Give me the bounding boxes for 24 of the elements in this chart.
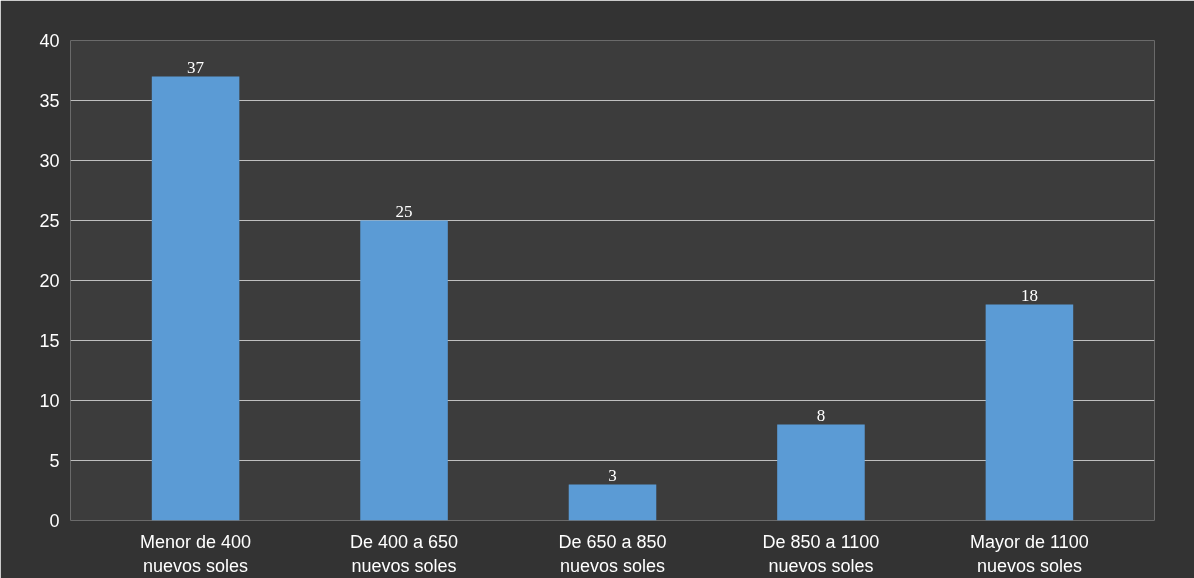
bar: [151, 76, 240, 521]
data-label: 25: [395, 201, 413, 221]
x-tick-label: De 650 a 850 nuevos soles: [558, 531, 667, 576]
x-tick-label: De 850 a 1100 nuevos soles: [762, 531, 880, 576]
y-tick-label: 10: [39, 391, 60, 411]
bar: [777, 424, 865, 521]
y-tick-label: 5: [49, 451, 60, 471]
data-label: 3: [608, 465, 617, 485]
y-tick-label: 35: [39, 91, 60, 111]
y-tick-label: 25: [39, 211, 60, 231]
data-label: 18: [1020, 285, 1038, 305]
x-tick-label: De 400 a 650 nuevos soles: [349, 531, 459, 576]
x-tick-label: Menor de 400 nuevos soles: [140, 531, 252, 576]
y-tick-label: 30: [39, 151, 60, 171]
x-tick-label: Mayor de 1100 nuevos soles: [970, 531, 1089, 576]
bar: [985, 304, 1074, 521]
data-label: 8: [816, 405, 826, 425]
data-label: 37: [187, 57, 205, 77]
bar: [568, 484, 657, 521]
y-tick-label: 0: [49, 511, 60, 531]
y-tick-label: 40: [39, 31, 60, 51]
y-tick-label: 15: [39, 331, 60, 351]
bar: [360, 220, 448, 521]
y-tick-label: 20: [39, 271, 60, 291]
